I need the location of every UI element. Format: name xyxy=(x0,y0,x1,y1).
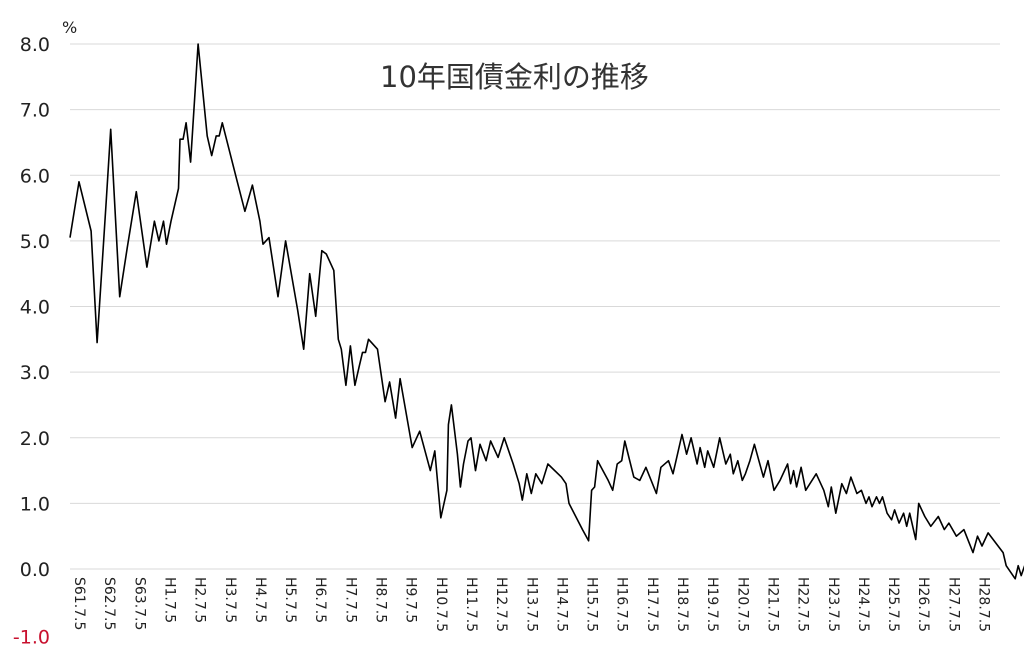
x-tick-label: H25.7.5 xyxy=(885,577,901,632)
x-tick-label: H12.7.5 xyxy=(493,577,509,632)
x-tick-label: H22.7.5 xyxy=(795,577,811,632)
x-tick-label: H24.7.5 xyxy=(855,577,871,632)
x-tick-label: H20.7.5 xyxy=(734,577,750,632)
x-tick-label: H1.7.5 xyxy=(161,577,177,623)
y-axis-unit: % xyxy=(62,18,77,37)
x-tick-label: H28.7.5 xyxy=(976,577,992,632)
x-tick-label: H21.7.5 xyxy=(764,577,780,632)
y-tick-label: 3.0 xyxy=(20,362,50,384)
y-tick-label: -1.0 xyxy=(13,627,50,649)
x-tick-label: S62.7.5 xyxy=(101,577,117,630)
y-tick-label: 5.0 xyxy=(20,231,50,253)
x-tick-label: H3.7.5 xyxy=(222,577,238,623)
y-tick-label: 7.0 xyxy=(20,100,50,122)
x-tick-label: H13.7.5 xyxy=(523,577,539,632)
x-tick-label: H8.7.5 xyxy=(373,577,389,623)
y-tick-label: 2.0 xyxy=(20,428,50,450)
gridlines xyxy=(70,43,1000,570)
x-tick-label: H19.7.5 xyxy=(704,577,720,632)
y-axis-ticks: 8.0 7.0 6.0 5.0 4.0 3.0 2.0 1.0 0.0 -1.0 xyxy=(13,34,50,649)
x-tick-label: H4.7.5 xyxy=(252,577,268,623)
x-tick-label: H15.7.5 xyxy=(584,577,600,632)
x-tick-label: H6.7.5 xyxy=(312,577,328,623)
x-tick-label: H10.7.5 xyxy=(433,577,449,632)
x-tick-label: H9.7.5 xyxy=(403,577,419,623)
series-layer xyxy=(69,43,1024,580)
x-tick-label: H5.7.5 xyxy=(282,577,298,623)
x-tick-label: H14.7.5 xyxy=(553,577,569,632)
y-tick-label: 0.0 xyxy=(20,559,50,581)
y-tick-label: 6.0 xyxy=(20,165,50,187)
x-tick-label: H26.7.5 xyxy=(915,577,931,632)
x-tick-label: H17.7.5 xyxy=(644,577,660,632)
x-tick-label: S63.7.5 xyxy=(131,577,147,630)
y-tick-label: 4.0 xyxy=(20,297,50,319)
series-line xyxy=(69,43,1024,580)
x-tick-label: H27.7.5 xyxy=(945,577,961,632)
x-tick-label: S61.7.5 xyxy=(71,577,87,630)
x-axis-ticks: S61.7.5 S62.7.5 S63.7.5 H1.7.5 H2.7.5 H3.7.5 H… xyxy=(71,577,992,632)
x-tick-label: H16.7.5 xyxy=(614,577,630,632)
y-tick-label: 1.0 xyxy=(20,493,50,515)
chart-title: 10年国債金利の推移 xyxy=(380,60,649,94)
x-tick-label: H7.7.5 xyxy=(342,577,358,623)
y-tick-label: 8.0 xyxy=(20,34,50,56)
x-tick-label: H2.7.5 xyxy=(192,577,208,623)
x-tick-label: H18.7.5 xyxy=(674,577,690,632)
x-tick-label: H11.7.5 xyxy=(463,577,479,632)
x-tick-label: H23.7.5 xyxy=(825,577,841,632)
